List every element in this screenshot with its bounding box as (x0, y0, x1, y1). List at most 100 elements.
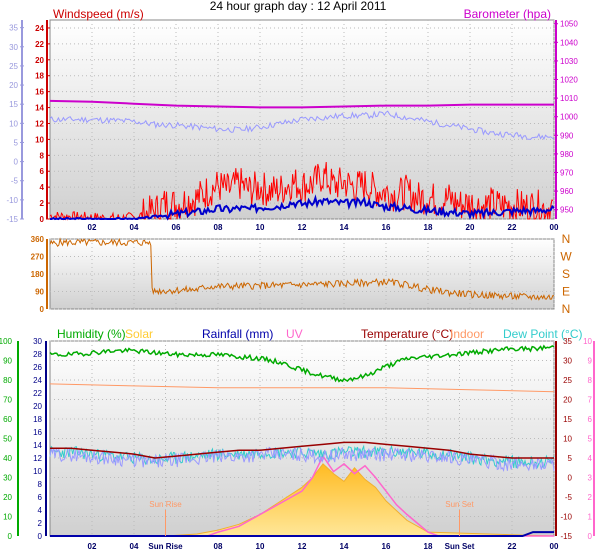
barometer-tick: 1020 (560, 76, 578, 85)
temperature-tick: -15 (560, 532, 572, 541)
rainfall-tick: 14 (33, 441, 42, 450)
time-tick: 14 (340, 542, 349, 551)
barometer-tick: 990 (560, 131, 574, 140)
temperature-tick: 35 (563, 337, 572, 346)
rainfall-tick: 12 (33, 454, 42, 463)
time-tick: 08 (214, 542, 223, 551)
panel3-legend: Humidity (%) Solar Rainfall (mm) UV Temperat… (57, 327, 582, 341)
rainfall-tick: 26 (33, 363, 42, 372)
humidity-temperature-panel: Humidity (%) Solar Rainfall (mm) UV Temperat… (0, 327, 595, 551)
direction-tick: 360 (31, 235, 45, 244)
rainfall-tick: 24 (33, 376, 42, 385)
time-tick: 16 (382, 223, 391, 232)
rainfall-tick: 28 (33, 350, 42, 359)
temperature-tick: 0 (14, 158, 19, 167)
compass-label: S (562, 267, 570, 281)
direction-degree-axis: 0 90 180 270 360 (31, 235, 48, 314)
uv-line (50, 454, 554, 537)
time-tick: 16 (382, 542, 391, 551)
temperature-tick: 5 (14, 138, 19, 147)
time-tick: 18 (424, 223, 433, 232)
sun-label: Sun Set (445, 500, 474, 509)
legend-label: Indoor (450, 327, 484, 341)
temperature-tick: 30 (9, 43, 18, 52)
uv-tick: 9 (588, 357, 593, 366)
legend-label: Dew Point (°C) (503, 327, 582, 341)
humidity-tick: 100 (0, 337, 13, 346)
panel1-series (49, 99, 555, 221)
wind-barometer-panel: Windspeed (m/s) Barometer (hpa) -15 -10 -5… (6, 7, 578, 232)
windspeed-tick: 6 (40, 167, 45, 176)
temperature-tick: -15 (6, 215, 18, 224)
windspeed-tick: 18 (35, 72, 44, 81)
compass-label: E (562, 285, 570, 299)
legend-label: Humidity (%) (57, 327, 126, 341)
panel1-temperature-axis: -15 -10 -5 0 5 10 15 20 25 30 35 (6, 20, 24, 224)
temperature-line (50, 441, 554, 459)
legend-label: UV (286, 327, 303, 341)
direction-tick: 0 (40, 305, 45, 314)
sun-label: Sun Rise (149, 500, 182, 509)
humidity-tick: 30 (3, 474, 12, 483)
barometer-tick: 980 (560, 150, 574, 159)
windspeed-tick: 8 (40, 151, 45, 160)
windspeed-tick: 0 (40, 215, 45, 224)
uv-tick: 5 (588, 435, 593, 444)
temperature-tick: 30 (563, 357, 572, 366)
direction-tick: 270 (31, 253, 45, 262)
time-tick: 04 (130, 542, 139, 551)
barometer-tick: 1030 (560, 57, 578, 66)
humidity-tick: 0 (8, 532, 13, 541)
windspeed-tick: 22 (35, 40, 44, 49)
solar-area (50, 463, 555, 537)
indoor-line (49, 383, 555, 393)
uv-tick: 7 (588, 396, 593, 405)
rainfall-tick: 16 (33, 428, 42, 437)
windspeed-tick: 16 (35, 88, 44, 97)
time-tick: Sun Rise (148, 542, 183, 551)
direction-tick: 90 (35, 288, 44, 297)
time-tick: 14 (340, 223, 349, 232)
temperature-tick: 15 (563, 415, 572, 424)
windspeed-tick: 14 (35, 104, 44, 113)
barometer-tick: 1050 (560, 20, 578, 29)
rainfall-tick: 22 (33, 389, 42, 398)
windspeed-tick: 20 (35, 56, 44, 65)
rainfall-tick: 18 (33, 415, 42, 424)
uv-tick: 4 (588, 454, 593, 463)
rainfall-tick: 8 (38, 480, 43, 489)
humidity-tick: 20 (3, 493, 12, 502)
barometer-tick: 1000 (560, 113, 578, 122)
time-tick: 04 (130, 223, 139, 232)
rainfall-tick: 2 (38, 519, 43, 528)
legend-label: Temperature (°C) (361, 327, 453, 341)
uv-tick: 0 (588, 532, 593, 541)
windspeed-tick: 24 (35, 24, 44, 33)
humidity-axis: 0 10 20 30 40 50 60 70 80 90 100 (0, 337, 19, 541)
time-tick: Sun Set (445, 542, 475, 551)
time-tick: 20 (466, 223, 475, 232)
wind-average-line (50, 194, 555, 221)
barometer-label: Barometer (hpa) (464, 7, 551, 21)
windspeed-tick: 12 (35, 119, 44, 128)
temperature-tick: -5 (11, 177, 19, 186)
windspeed-tick: 10 (35, 135, 44, 144)
uv-tick: 8 (588, 376, 593, 385)
time-tick: 10 (256, 542, 265, 551)
temperature-tick: -5 (565, 493, 573, 502)
temperature-tick: 25 (563, 376, 572, 385)
humidity-tick: 40 (3, 454, 12, 463)
panel1-time-axis: 02 04 06 08 10 12 14 16 18 20 22 00 (88, 223, 559, 232)
barometer-tick: 1040 (560, 38, 578, 47)
humidity-tick: 50 (3, 435, 12, 444)
temperature-tick: 10 (9, 119, 18, 128)
barometer-tick: 960 (560, 187, 574, 196)
humidity-tick: 90 (3, 357, 12, 366)
uv-tick: 1 (588, 513, 593, 522)
humidity-line (49, 344, 555, 383)
time-tick: 00 (550, 223, 559, 232)
